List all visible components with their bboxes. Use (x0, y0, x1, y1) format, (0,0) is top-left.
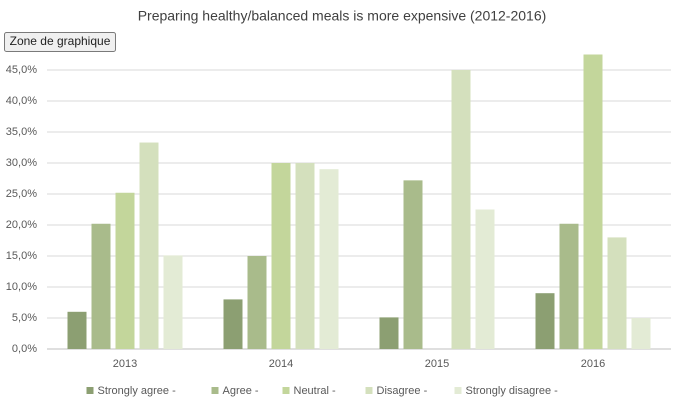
legend-label: Strongly agree - (98, 385, 177, 397)
legend-swatch (282, 387, 290, 394)
bar (115, 192, 135, 349)
legend-label: Agree - (223, 385, 259, 397)
bar (535, 293, 555, 349)
y-tick-label: 5,0% (12, 312, 37, 324)
tooltip: Zone de graphique (10, 34, 111, 48)
bar (247, 256, 267, 349)
chart-title: Preparing healthy/balanced meals is more… (138, 8, 547, 24)
bar (379, 317, 399, 349)
bar (271, 163, 291, 349)
bar (91, 223, 111, 349)
y-tick-label: 25,0% (6, 188, 37, 200)
y-tick-label: 35,0% (6, 126, 37, 138)
x-tick-label: 2014 (269, 358, 293, 370)
y-tick-label: 45,0% (6, 64, 37, 76)
bar (139, 142, 159, 349)
bar (295, 163, 315, 349)
legend-swatch (365, 387, 373, 394)
y-tick-label: 15,0% (6, 250, 37, 262)
x-tick-label: 2013 (113, 358, 137, 370)
bar (163, 255, 183, 349)
y-tick-label: 0,0% (12, 343, 37, 355)
bar (475, 209, 495, 349)
bar (583, 54, 603, 349)
bar (451, 70, 471, 349)
y-tick-label: 10,0% (6, 281, 37, 293)
x-tick-label: 2015 (425, 358, 449, 370)
bar (607, 237, 627, 349)
legend-label: Strongly disagree - (466, 385, 559, 397)
bar (559, 223, 579, 349)
legend-label: Neutral - (294, 385, 337, 397)
bar (403, 180, 423, 349)
y-tick-label: 40,0% (6, 95, 37, 107)
legend-swatch (211, 387, 219, 394)
legend-swatch (454, 387, 462, 394)
legend-swatch (86, 387, 94, 394)
bar (67, 311, 87, 349)
bar (223, 299, 243, 349)
bar (631, 318, 651, 349)
y-tick-label: 20,0% (6, 219, 37, 231)
tooltip-box (4, 32, 116, 52)
y-tick-label: 30,0% (6, 157, 37, 169)
legend-label: Disagree - (377, 385, 428, 397)
x-tick-label: 2016 (581, 358, 605, 370)
bar (319, 169, 339, 349)
